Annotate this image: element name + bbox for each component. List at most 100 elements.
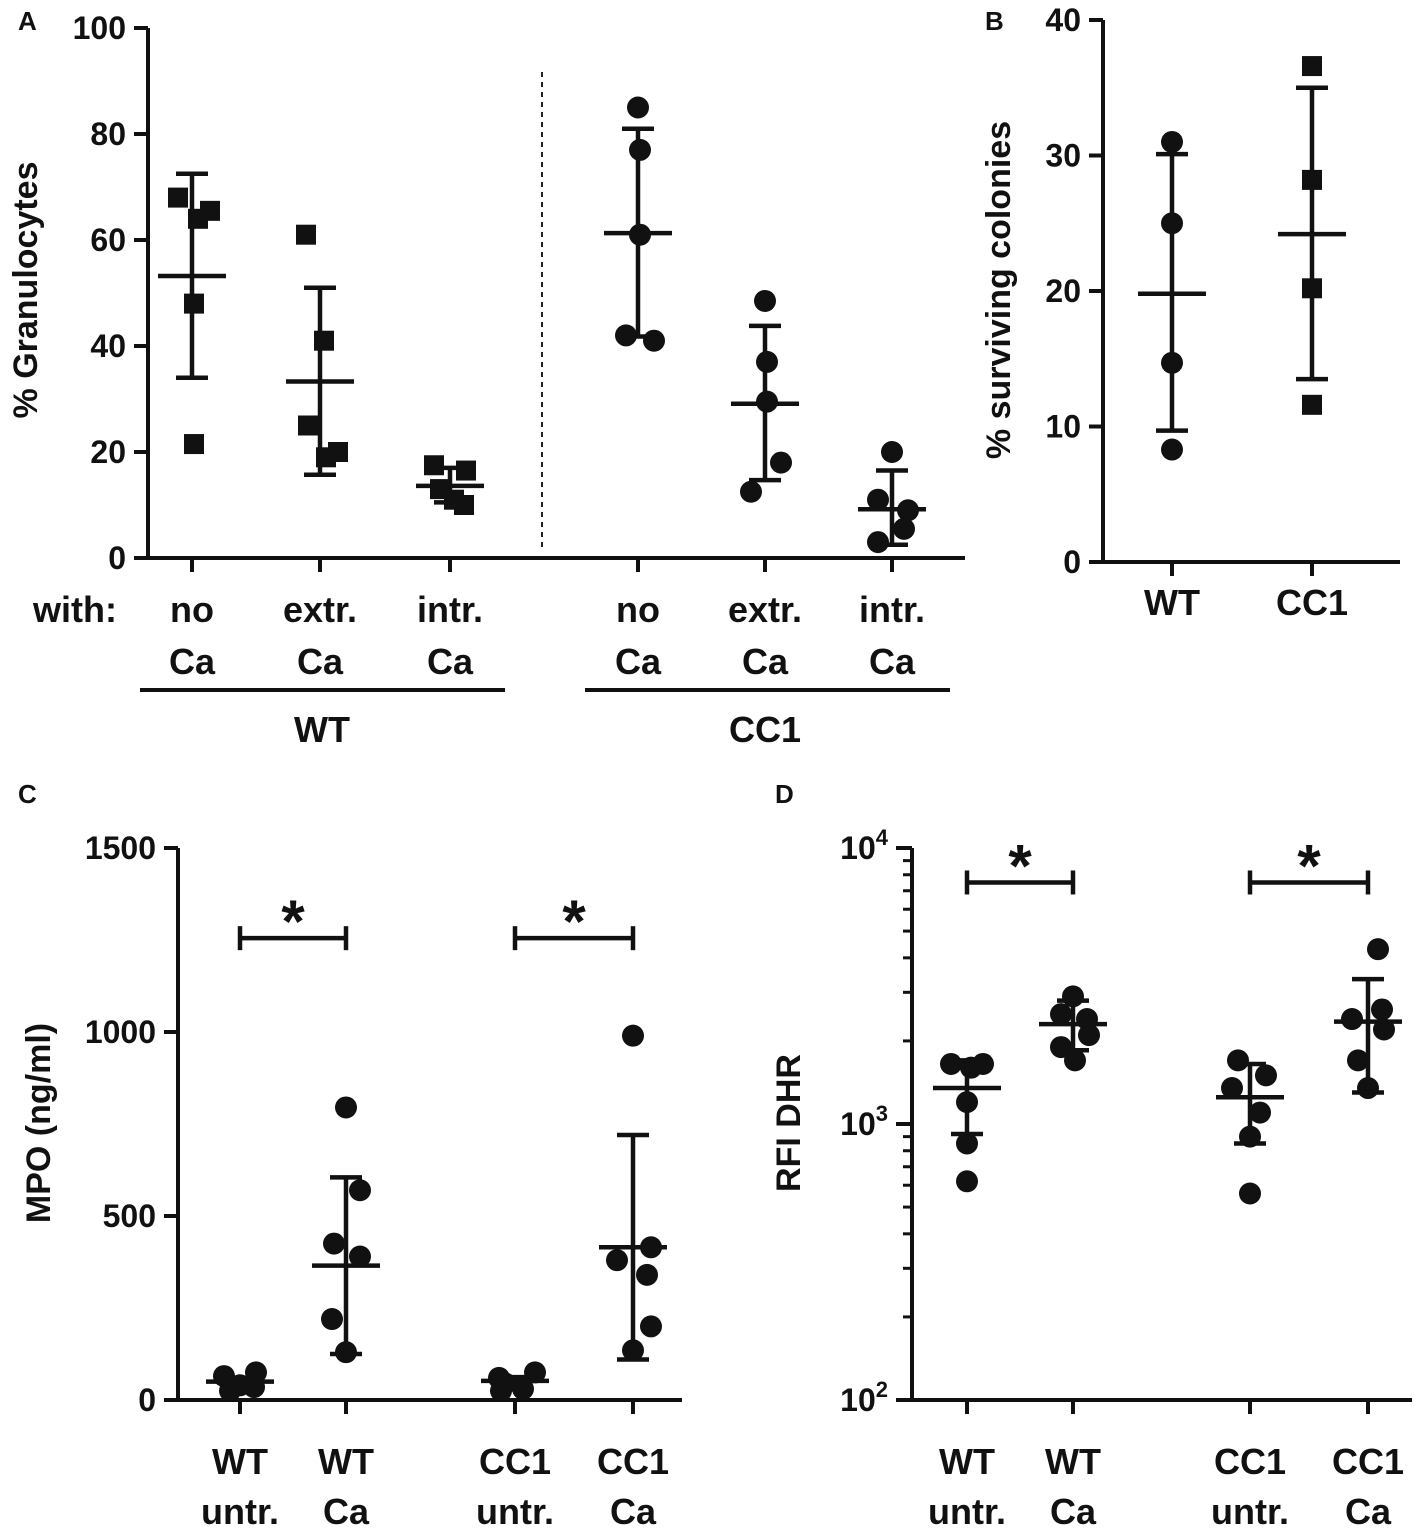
x-tick-label-line1: CC1 bbox=[597, 1441, 669, 1482]
x-tick-label-line1: intr. bbox=[417, 589, 483, 630]
data-point-square bbox=[296, 224, 316, 245]
data-point-circle bbox=[956, 1170, 978, 1193]
data-point-circle bbox=[1255, 1064, 1277, 1087]
x-tick-label-line2: untr. bbox=[201, 1491, 279, 1532]
data-point-square bbox=[1302, 394, 1322, 415]
x-tick-label-line2: untr. bbox=[1211, 1491, 1289, 1532]
y-tick-label: 100 bbox=[73, 10, 126, 46]
panel-b-chart: B % surviving colonies 0 10 20 30 40 WT CC1 bbox=[980, 2, 1400, 623]
y-tick-label: 10 bbox=[1045, 409, 1081, 445]
data-point-circle bbox=[606, 1249, 628, 1272]
data-point-circle bbox=[636, 1263, 658, 1286]
x-tick-label-line2: Ca bbox=[1050, 1491, 1097, 1532]
x-tick-label-line1: intr. bbox=[859, 589, 925, 630]
data-point-circle bbox=[349, 1245, 371, 1268]
x-tick-label-line2: Ca bbox=[742, 641, 789, 682]
y-tick-label: 1500 bbox=[85, 830, 156, 866]
x-tick-label-line1: extr. bbox=[283, 589, 357, 630]
x-tick-label-line1: WT bbox=[318, 1441, 374, 1482]
data-point-circle bbox=[1161, 438, 1183, 461]
x-tick-label-line1: CC1 bbox=[1332, 1441, 1404, 1482]
x-prefix-label: with: bbox=[32, 589, 117, 630]
x-tick-label-line1: no bbox=[616, 589, 660, 630]
data-point-square bbox=[328, 442, 348, 462]
data-point-square bbox=[456, 460, 476, 481]
y-tick-label: 102 bbox=[840, 1377, 888, 1418]
data-point-circle bbox=[1221, 1077, 1243, 1100]
data-point-circle bbox=[643, 329, 665, 352]
x-tick-label-line2: Ca bbox=[427, 641, 474, 682]
data-point-circle bbox=[1161, 130, 1183, 153]
data-point-circle bbox=[867, 531, 889, 554]
y-tick-label: 500 bbox=[103, 1198, 156, 1234]
data-point-circle bbox=[740, 480, 762, 503]
y-tick-label: 30 bbox=[1045, 138, 1081, 174]
y-tick-label: 20 bbox=[90, 434, 126, 470]
panel-label: C bbox=[18, 779, 37, 809]
data-point-square bbox=[184, 434, 204, 455]
data-point-circle bbox=[1373, 1018, 1395, 1041]
data-point-circle bbox=[640, 1315, 662, 1338]
y-axis-label: RFI DHR bbox=[770, 1054, 808, 1192]
x-tick-label-line1: WT bbox=[212, 1441, 268, 1482]
panel-label: B bbox=[985, 6, 1004, 36]
data-point-circle bbox=[754, 289, 776, 312]
data-point-circle bbox=[1341, 1008, 1363, 1031]
y-tick-label: 1000 bbox=[85, 1014, 156, 1050]
significance-star: * bbox=[562, 888, 586, 955]
data-point-circle bbox=[1249, 1101, 1271, 1124]
y-axis-label: % Granulocytes bbox=[7, 162, 45, 419]
y-tick-label: 0 bbox=[1063, 544, 1081, 580]
y-axis-label: MPO (ng/ml) bbox=[20, 1023, 58, 1223]
y-tick-label: 0 bbox=[138, 1382, 156, 1418]
data-point-square bbox=[298, 415, 318, 436]
significance-star: * bbox=[1297, 832, 1321, 899]
data-point-circle bbox=[321, 1308, 343, 1331]
data-point-circle bbox=[893, 517, 915, 540]
x-tick-label-line2: untr. bbox=[928, 1491, 1006, 1532]
y-tick-label: 104 bbox=[840, 825, 889, 866]
panel-label: A bbox=[18, 6, 37, 36]
data-point-circle bbox=[1367, 938, 1389, 961]
y-axis-label: % surviving colonies bbox=[980, 121, 1018, 459]
y-tick-label: 103 bbox=[840, 1101, 888, 1142]
y-tick-label: 40 bbox=[90, 328, 126, 364]
data-point-square bbox=[168, 187, 188, 208]
data-point-circle bbox=[867, 488, 889, 511]
panel-a-chart: A % Granulocytes 0 20 40 60 80 100 with: no Ca… bbox=[7, 6, 965, 750]
data-point-circle bbox=[627, 96, 649, 119]
data-point-square bbox=[454, 495, 474, 515]
x-tick-label-line1: CC1 bbox=[1214, 1441, 1286, 1482]
x-tick-label-line1: WT bbox=[1045, 1441, 1101, 1482]
data-point-circle bbox=[1227, 1049, 1249, 1072]
x-tick-label-line2: Ca bbox=[615, 641, 662, 682]
x-tick-label-line1: no bbox=[170, 589, 214, 630]
data-point-circle bbox=[1371, 998, 1393, 1021]
x-tick-label-line2: Ca bbox=[1345, 1491, 1392, 1532]
data-point-square bbox=[424, 455, 444, 476]
data-point-circle bbox=[335, 1096, 357, 1119]
data-point-circle bbox=[349, 1179, 371, 1202]
data-point-circle bbox=[323, 1232, 345, 1255]
x-tick-label-line2: Ca bbox=[297, 641, 344, 682]
x-tick-label: WT bbox=[1144, 582, 1200, 623]
data-point-circle bbox=[1050, 1003, 1072, 1026]
y-tick-label: 0 bbox=[108, 540, 126, 576]
data-point-circle bbox=[1050, 1036, 1072, 1059]
x-tick-label-line1: extr. bbox=[728, 589, 802, 630]
significance-star: * bbox=[281, 888, 305, 955]
data-point-circle bbox=[1347, 1049, 1369, 1072]
x-tick-label-line2: Ca bbox=[610, 1491, 657, 1532]
group-label-cc1: CC1 bbox=[729, 709, 801, 750]
x-tick-label-line1: CC1 bbox=[479, 1441, 551, 1482]
panel-label: D bbox=[775, 779, 794, 809]
y-tick-label: 80 bbox=[90, 116, 126, 152]
group-label-wt: WT bbox=[294, 709, 350, 750]
x-tick-label-line2: untr. bbox=[476, 1491, 554, 1532]
x-tick-label-line2: Ca bbox=[869, 641, 916, 682]
x-tick-label: CC1 bbox=[1276, 582, 1348, 623]
panel-c-chart: C MPO (ng/ml) 0 500 1000 1500 * * WT untr. WT C… bbox=[18, 779, 682, 1532]
y-tick-label: 60 bbox=[90, 222, 126, 258]
data-point-square bbox=[1302, 56, 1322, 77]
x-tick-label-line1: WT bbox=[939, 1441, 995, 1482]
